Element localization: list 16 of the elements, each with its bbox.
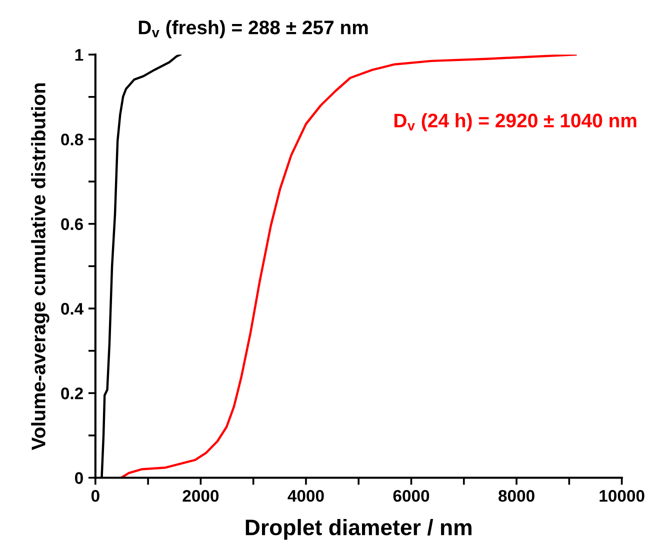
- y-tick-label: 0: [74, 472, 83, 484]
- y-tick-label: 0.4: [61, 302, 84, 315]
- x-tick-label: 6000: [393, 490, 430, 502]
- y-tick-label: 0.6: [61, 218, 84, 230]
- x-tick-label: 8000: [498, 490, 534, 502]
- series-label: D$_{v}$ (fresh) = 288 ± 257 nm: [138, 20, 368, 38]
- x-tick-label: 0: [91, 490, 100, 502]
- x-axis-title: Droplet diameter / nm: [246, 518, 472, 540]
- x-tick-label: 10000: [600, 490, 644, 502]
- y-tick-label: 0.8: [61, 134, 84, 146]
- y-tick-label: 1: [75, 49, 84, 61]
- x-tick-label: 4000: [288, 490, 324, 502]
- y-tick-label: 0.2: [61, 388, 83, 400]
- text: D$_{v}$ (24 h) = 2920 ± 1040 nm: [394, 113, 636, 132]
- y-axis-title: Volume-average cumulative distribution: [31, 83, 50, 450]
- x-tick-label: 2000: [182, 490, 219, 502]
